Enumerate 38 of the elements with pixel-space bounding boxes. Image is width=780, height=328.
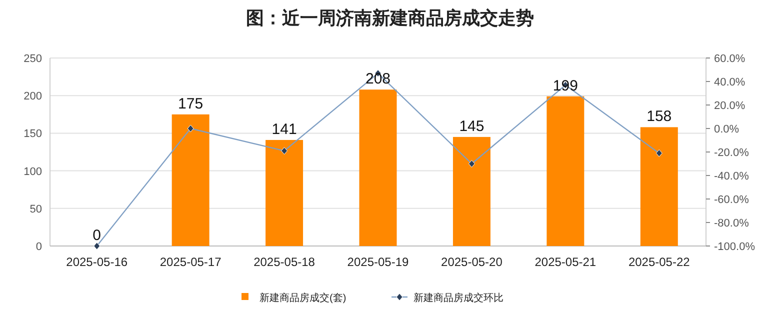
data-label: 199 (552, 77, 578, 94)
y2-tick-label: -20.0% (714, 147, 750, 159)
y2-tick-label: 60.0% (714, 53, 746, 65)
y-tick-label: 50 (30, 203, 42, 216)
x-tick-label: 2025-05-22 (628, 255, 690, 269)
data-label: 145 (459, 118, 484, 135)
x-tick-label: 2025-05-19 (347, 255, 410, 269)
x-tick-label: 2025-05-21 (534, 255, 596, 269)
bar (359, 90, 397, 246)
y2-tick-label: -100.0% (714, 241, 756, 253)
data-label: 175 (178, 95, 204, 112)
data-label: 141 (272, 120, 297, 138)
y-tick-label: 250 (24, 53, 42, 65)
y2-tick-label: -80.0% (714, 218, 750, 230)
x-tick-label: 2025-05-18 (254, 255, 316, 269)
legend-label: 新建商品房成交(套) (260, 292, 346, 304)
y-tick-label: 0 (36, 241, 42, 253)
legend-label: 新建商品房成交环比 (414, 292, 504, 304)
bar (546, 96, 584, 246)
data-label: 0 (92, 227, 102, 244)
x-tick-label: 2025-05-17 (160, 255, 222, 269)
bar (172, 114, 210, 246)
y-tick-label: 100 (24, 166, 42, 178)
y2-tick-label: 40.0% (714, 76, 746, 88)
y2-tick-label: -40.0% (714, 170, 750, 182)
data-label: 158 (646, 108, 672, 126)
y2-tick-label: 20.0% (714, 100, 746, 112)
chart-title: 图：近一周济南新建商品房成交走势 (246, 8, 534, 28)
y-tick-label: 200 (24, 90, 42, 103)
y-tick-label: 150 (24, 128, 42, 140)
x-tick-label: 2025-05-16 (66, 255, 128, 269)
x-tick-label: 2025-05-20 (441, 255, 503, 269)
bar (452, 136, 490, 246)
y2-tick-label: 0.0% (714, 124, 740, 136)
data-label: 208 (365, 70, 391, 88)
bar (640, 127, 678, 246)
y2-tick-label: -60.0% (714, 194, 750, 206)
bar (266, 140, 304, 246)
